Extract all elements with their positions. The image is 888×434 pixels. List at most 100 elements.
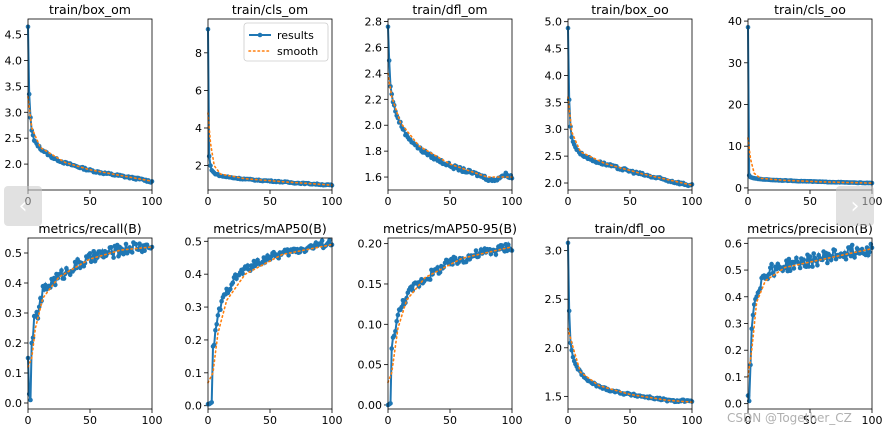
x-tick-label: 50 bbox=[803, 195, 817, 208]
results-point bbox=[427, 277, 433, 282]
x-tick-label: 0 bbox=[205, 414, 212, 427]
results-point bbox=[569, 347, 574, 353]
subplot-10: metrics/precision(B)0 50 1000.00.10.20.30.… bbox=[725, 221, 883, 427]
y-tick-label: 0.3 bbox=[725, 318, 743, 331]
results-point bbox=[506, 242, 511, 247]
results-point bbox=[395, 312, 401, 318]
results-line bbox=[387, 240, 513, 406]
next-image-button[interactable]: › bbox=[836, 186, 874, 226]
y-tick-label: 0.3 bbox=[5, 307, 23, 320]
y-tick-label: 0.0 bbox=[5, 397, 23, 410]
results-point bbox=[116, 253, 121, 259]
axes-frame bbox=[567, 237, 693, 410]
y-tick-label: 0.10 bbox=[358, 318, 383, 331]
y-tick-label: 2.0 bbox=[545, 342, 563, 355]
y-tick-label: 40 bbox=[728, 15, 742, 28]
y-tick-label: 0.00 bbox=[358, 399, 383, 412]
legend-box bbox=[243, 22, 329, 62]
y-tick-label: 0.4 bbox=[5, 277, 23, 290]
results-point bbox=[828, 257, 834, 263]
y-tick-label: 4.0 bbox=[5, 54, 23, 67]
results-point bbox=[137, 241, 142, 246]
y-tick-label: 0.3 bbox=[185, 301, 203, 314]
results-point bbox=[768, 265, 773, 271]
results-line bbox=[567, 28, 693, 187]
y-tick-label: 0.4 bbox=[185, 268, 203, 281]
y-tick-label: 0.2 bbox=[5, 337, 23, 350]
results-point bbox=[852, 255, 857, 260]
results-point bbox=[88, 259, 94, 265]
legend-results-marker bbox=[257, 32, 263, 38]
y-tick-label: 2.5 bbox=[545, 293, 563, 306]
subplot-title: train/cls_om bbox=[232, 2, 308, 17]
results-point bbox=[61, 276, 67, 281]
y-tick-label: 1.5 bbox=[545, 390, 563, 403]
results-point bbox=[493, 252, 499, 257]
y-tick-label: 4.5 bbox=[545, 43, 563, 56]
y-tick-label: 30 bbox=[728, 57, 742, 70]
subplot-6: metrics/recall(B) 0 50 100 0.0 0.1 0.2 0.3 0.4 0.… bbox=[5, 221, 163, 427]
x-tick-label: 100 bbox=[862, 414, 883, 427]
x-tick-label: 100 bbox=[682, 414, 703, 427]
results-point bbox=[51, 275, 57, 281]
results-line bbox=[27, 240, 153, 401]
smooth-line bbox=[387, 246, 513, 384]
y-tick-label: 0.2 bbox=[185, 334, 203, 347]
results-point bbox=[319, 238, 325, 243]
results-line bbox=[27, 26, 153, 184]
results-point bbox=[142, 248, 147, 253]
results-point bbox=[806, 264, 812, 269]
results-point bbox=[416, 284, 422, 289]
y-tick-label: 0 bbox=[735, 182, 742, 195]
smooth-line bbox=[567, 327, 693, 403]
x-tick-label: 0 bbox=[565, 195, 572, 208]
results-point bbox=[843, 256, 849, 262]
results-point bbox=[749, 326, 754, 332]
results-point bbox=[787, 268, 793, 274]
x-tick-label: 50 bbox=[623, 414, 637, 427]
results-point bbox=[87, 251, 93, 256]
prev-image-button[interactable]: ‹ bbox=[4, 186, 42, 226]
y-tick-label: 0.15 bbox=[358, 278, 383, 291]
results-point bbox=[389, 346, 395, 351]
results-point bbox=[206, 153, 212, 159]
x-tick-label: 100 bbox=[142, 414, 163, 427]
x-tick-label: 100 bbox=[502, 195, 523, 208]
subplot-title: metrics/recall(B) bbox=[38, 221, 141, 236]
x-tick-label: 100 bbox=[322, 414, 343, 427]
results-point bbox=[59, 268, 64, 273]
y-tick-label: 2.8 bbox=[365, 16, 383, 29]
results-point bbox=[286, 253, 291, 258]
subplot-title: train/box_om bbox=[49, 2, 131, 17]
y-tick-label: 0.05 bbox=[358, 359, 383, 372]
subplot-title: train/cls_oo bbox=[774, 2, 846, 17]
results-point bbox=[28, 115, 33, 120]
x-tick-label: 50 bbox=[803, 414, 817, 427]
results-point bbox=[213, 328, 218, 333]
results-point bbox=[854, 246, 860, 251]
y-tick-label: 8 bbox=[195, 47, 202, 60]
y-tick-label: 0.2 bbox=[725, 344, 743, 357]
results-point bbox=[240, 271, 245, 276]
y-tick-label: 2.5 bbox=[5, 132, 23, 145]
x-tick-label: 0 bbox=[205, 195, 212, 208]
axes-frame bbox=[27, 237, 153, 410]
results-point bbox=[864, 245, 870, 250]
results-point bbox=[488, 251, 494, 257]
y-tick-label: 0.20 bbox=[358, 238, 383, 251]
results-point bbox=[758, 286, 763, 291]
results-point bbox=[750, 312, 756, 318]
x-tick-label: 100 bbox=[502, 414, 523, 427]
x-tick-label: 0 bbox=[25, 414, 32, 427]
results-point bbox=[769, 261, 774, 267]
results-point bbox=[219, 298, 224, 304]
results-point bbox=[801, 257, 807, 263]
results-point bbox=[473, 248, 479, 253]
x-tick-label: 50 bbox=[623, 195, 637, 208]
results-point bbox=[218, 307, 223, 313]
results-point bbox=[807, 254, 813, 259]
subplot-title: metrics/mAP50(B) bbox=[213, 221, 326, 236]
y-tick-label: 0.4 bbox=[725, 291, 743, 304]
